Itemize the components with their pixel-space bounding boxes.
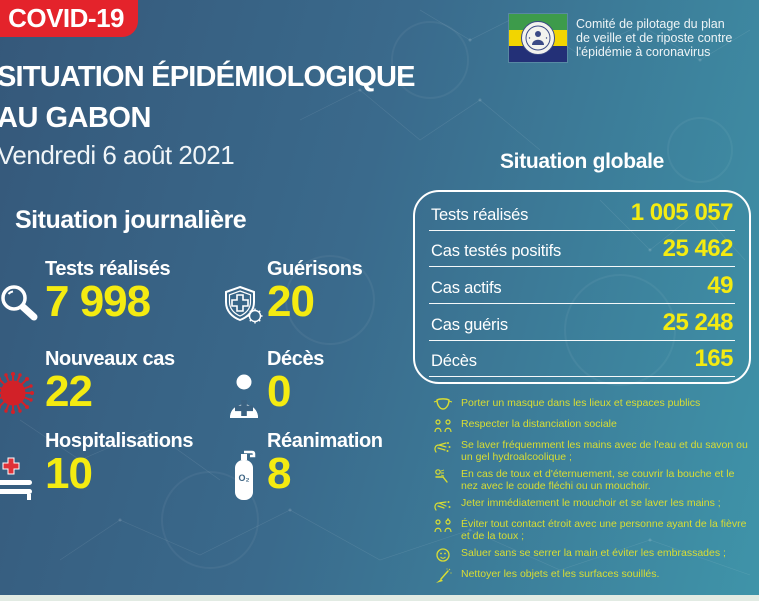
stat-hospitalisations: Hospitalisations 10 [0,430,215,500]
committee-caption: Comité de pilotage du plan de veille et … [576,17,732,59]
stat-label: Décès [267,348,324,370]
stat-nouveaux-cas: Nouveaux cas 22 [0,348,215,414]
global-row-label: Cas guéris [431,315,508,334]
gabon-flag-logo [509,14,567,62]
stat-value: 20 [267,277,315,326]
sneeze-elbow-icon [435,469,448,483]
bottom-accent-strip [0,595,759,601]
stat-label: Réanimation [267,430,383,452]
gabon-emblem-icon [521,21,555,55]
list-item: Nettoyer les objets et les surfaces soui… [433,568,753,584]
stat-label: Guérisons [267,258,363,280]
list-item: Porter un masque dans les lieux et espac… [433,397,753,413]
list-item: Respecter la distanciation sociale [433,418,753,434]
global-situation-panel: Tests réalisés 1 005 057 Cas testés posi… [413,190,751,384]
hospital-bed-icon [0,457,32,500]
daily-section-title: Situation journalière [15,206,247,234]
global-row-actifs: Cas actifs 49 [429,272,735,304]
report-date: Vendredi 6 août 2021 [0,140,235,170]
recommendation-text: Nettoyer les objets et les surfaces soui… [461,568,660,580]
global-row-value: 25 462 [662,235,734,263]
covid-banner-label: COVID-19 [8,3,124,33]
mask-icon [433,398,453,410]
list-item: Jeter immédiatement le mouchoir et se la… [433,497,753,513]
main-title-block: SITUATION ÉPIDÉMIOLOGIQUE AU GABON Vendr… [0,56,416,172]
recommendations-list: Porter un masque dans les lieux et espac… [433,397,753,590]
covid-banner: COVID-19 [0,0,138,37]
committee-block: Comité de pilotage du plan de veille et … [509,14,732,62]
virus-icon [0,372,34,414]
hand-wash-icon [434,442,451,453]
page-title-line1: SITUATION ÉPIDÉMIOLOGIQUE [0,61,416,93]
avoid-contact-icon [434,518,452,533]
global-row-positifs: Cas testés positifs 25 462 [429,235,735,268]
shield-cross-virus-icon [225,285,263,324]
list-item: En cas de toux et d'éternuement, se couv… [433,468,753,492]
social-distancing-icon [434,419,452,433]
global-row-label: Cas actifs [431,278,502,297]
global-row-value: 165 [694,345,733,373]
recommendation-text: Se laver fréquemment les mains avec de l… [461,439,748,463]
stat-label: Hospitalisations [45,430,194,452]
page-title-line2: AU GABON [0,102,151,134]
global-row-deces: Décès 165 [429,345,735,378]
stat-value: 0 [267,367,291,416]
stat-value: 8 [267,449,291,498]
committee-caption-line2: de veille et de riposte contre [576,31,733,45]
global-row-gueris: Cas guéris 25 248 [429,309,735,341]
global-row-value: 1 005 057 [630,198,734,226]
throw-tissue-icon [434,501,451,511]
global-row-tests: Tests réalisés 1 005 057 [429,199,735,231]
list-item: Éviter tout contact étroit avec une pers… [433,518,753,542]
list-item: Se laver fréquemment les mains avec de l… [433,439,753,463]
stat-reanimation: O₂ Réanimation 8 [222,430,437,500]
global-row-label: Cas testés positifs [431,242,562,261]
recommendation-text: Respecter la distanciation sociale [461,418,617,430]
global-section-title: Situation globale [499,150,665,173]
person-cross-icon [230,374,258,418]
stat-deces: Décès 0 [222,348,437,418]
stat-tests-realises: Tests réalisés 7 998 [0,258,215,324]
stat-value: 10 [45,449,93,498]
svg-text:O₂: O₂ [239,473,250,483]
stat-label: Nouveaux cas [45,348,175,370]
recommendation-text: Saluer sans se serrer la main et éviter … [461,547,726,559]
global-row-value: 49 [707,271,733,299]
global-row-label: Décès [431,352,477,371]
list-item: Saluer sans se serrer la main et éviter … [433,547,753,563]
magnifier-icon [1,285,38,321]
global-row-label: Tests réalisés [431,205,529,224]
recommendation-text: Éviter tout contact étroit avec une pers… [461,518,747,542]
recommendation-text: Porter un masque dans les lieux et espac… [461,397,701,409]
stat-guerisons: Guérisons 20 [222,258,437,324]
recommendation-text: En cas de toux et d'éternuement, se couv… [461,468,735,492]
stat-value: 22 [45,367,93,416]
committee-caption-line3: l'épidémie à coronavirus [576,45,711,59]
stat-value: 7 998 [45,277,151,326]
committee-caption-line1: Comité de pilotage du plan [576,17,725,31]
clean-surfaces-icon [436,568,452,583]
greeting-icon [436,548,450,562]
stat-label: Tests réalisés [45,258,171,280]
global-row-value: 25 248 [662,308,734,336]
recommendation-text: Jeter immédiatement le mouchoir et se la… [461,497,721,509]
oxygen-tank-icon: O₂ [235,450,256,500]
